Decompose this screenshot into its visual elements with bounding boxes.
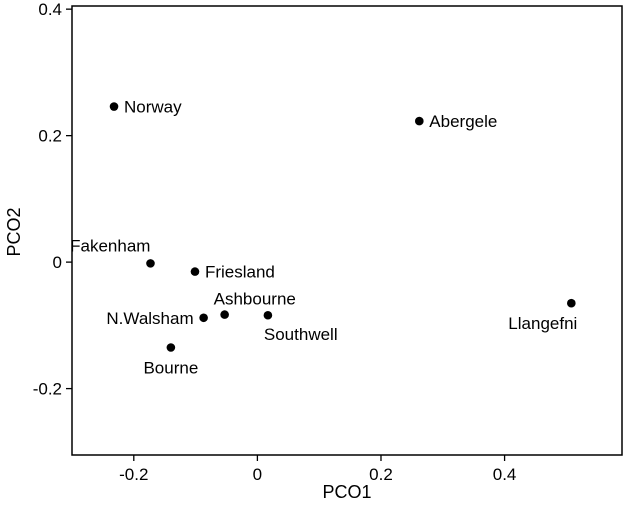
point-label: Fakenham [70, 236, 150, 255]
data-point [263, 310, 273, 320]
y-tick-label: 0.4 [38, 0, 62, 19]
point-label: Southwell [264, 325, 338, 344]
point-label: N.Walsham [106, 309, 193, 328]
x-tick-label: -0.2 [119, 465, 148, 484]
data-point [109, 102, 119, 111]
point-label: Ashbourne [214, 290, 296, 309]
y-tick-label: -0.2 [33, 380, 62, 399]
x-axis-label: PCO1 [322, 482, 371, 502]
data-point [190, 267, 200, 276]
y-axis-label: PCO2 [4, 207, 24, 256]
y-tick-label: 0 [53, 253, 62, 272]
point-label: Norway [124, 98, 182, 117]
point-label: Friesland [205, 263, 275, 282]
plot-frame [71, 5, 623, 456]
point-label: Abergele [429, 112, 497, 131]
axis-ticks: -0.2 0 0.2 0.4 -0.2 0 0.2 0.4 [33, 0, 517, 484]
x-tick-label: 0 [253, 465, 262, 484]
data-point [146, 259, 155, 268]
data-point [567, 298, 576, 308]
y-tick-label: 0.2 [38, 127, 62, 146]
x-tick-label: 0.4 [493, 465, 517, 484]
data-point [415, 116, 424, 126]
point-label: Llangefni [508, 314, 577, 333]
data-point [166, 343, 176, 352]
point-label: Bourne [143, 358, 198, 377]
x-tick-label: 0.2 [369, 465, 393, 484]
data-points: Norway Abergele Fakenham Friesland Ashbourne… [70, 98, 577, 378]
data-point [220, 310, 229, 319]
data-point [199, 313, 208, 323]
